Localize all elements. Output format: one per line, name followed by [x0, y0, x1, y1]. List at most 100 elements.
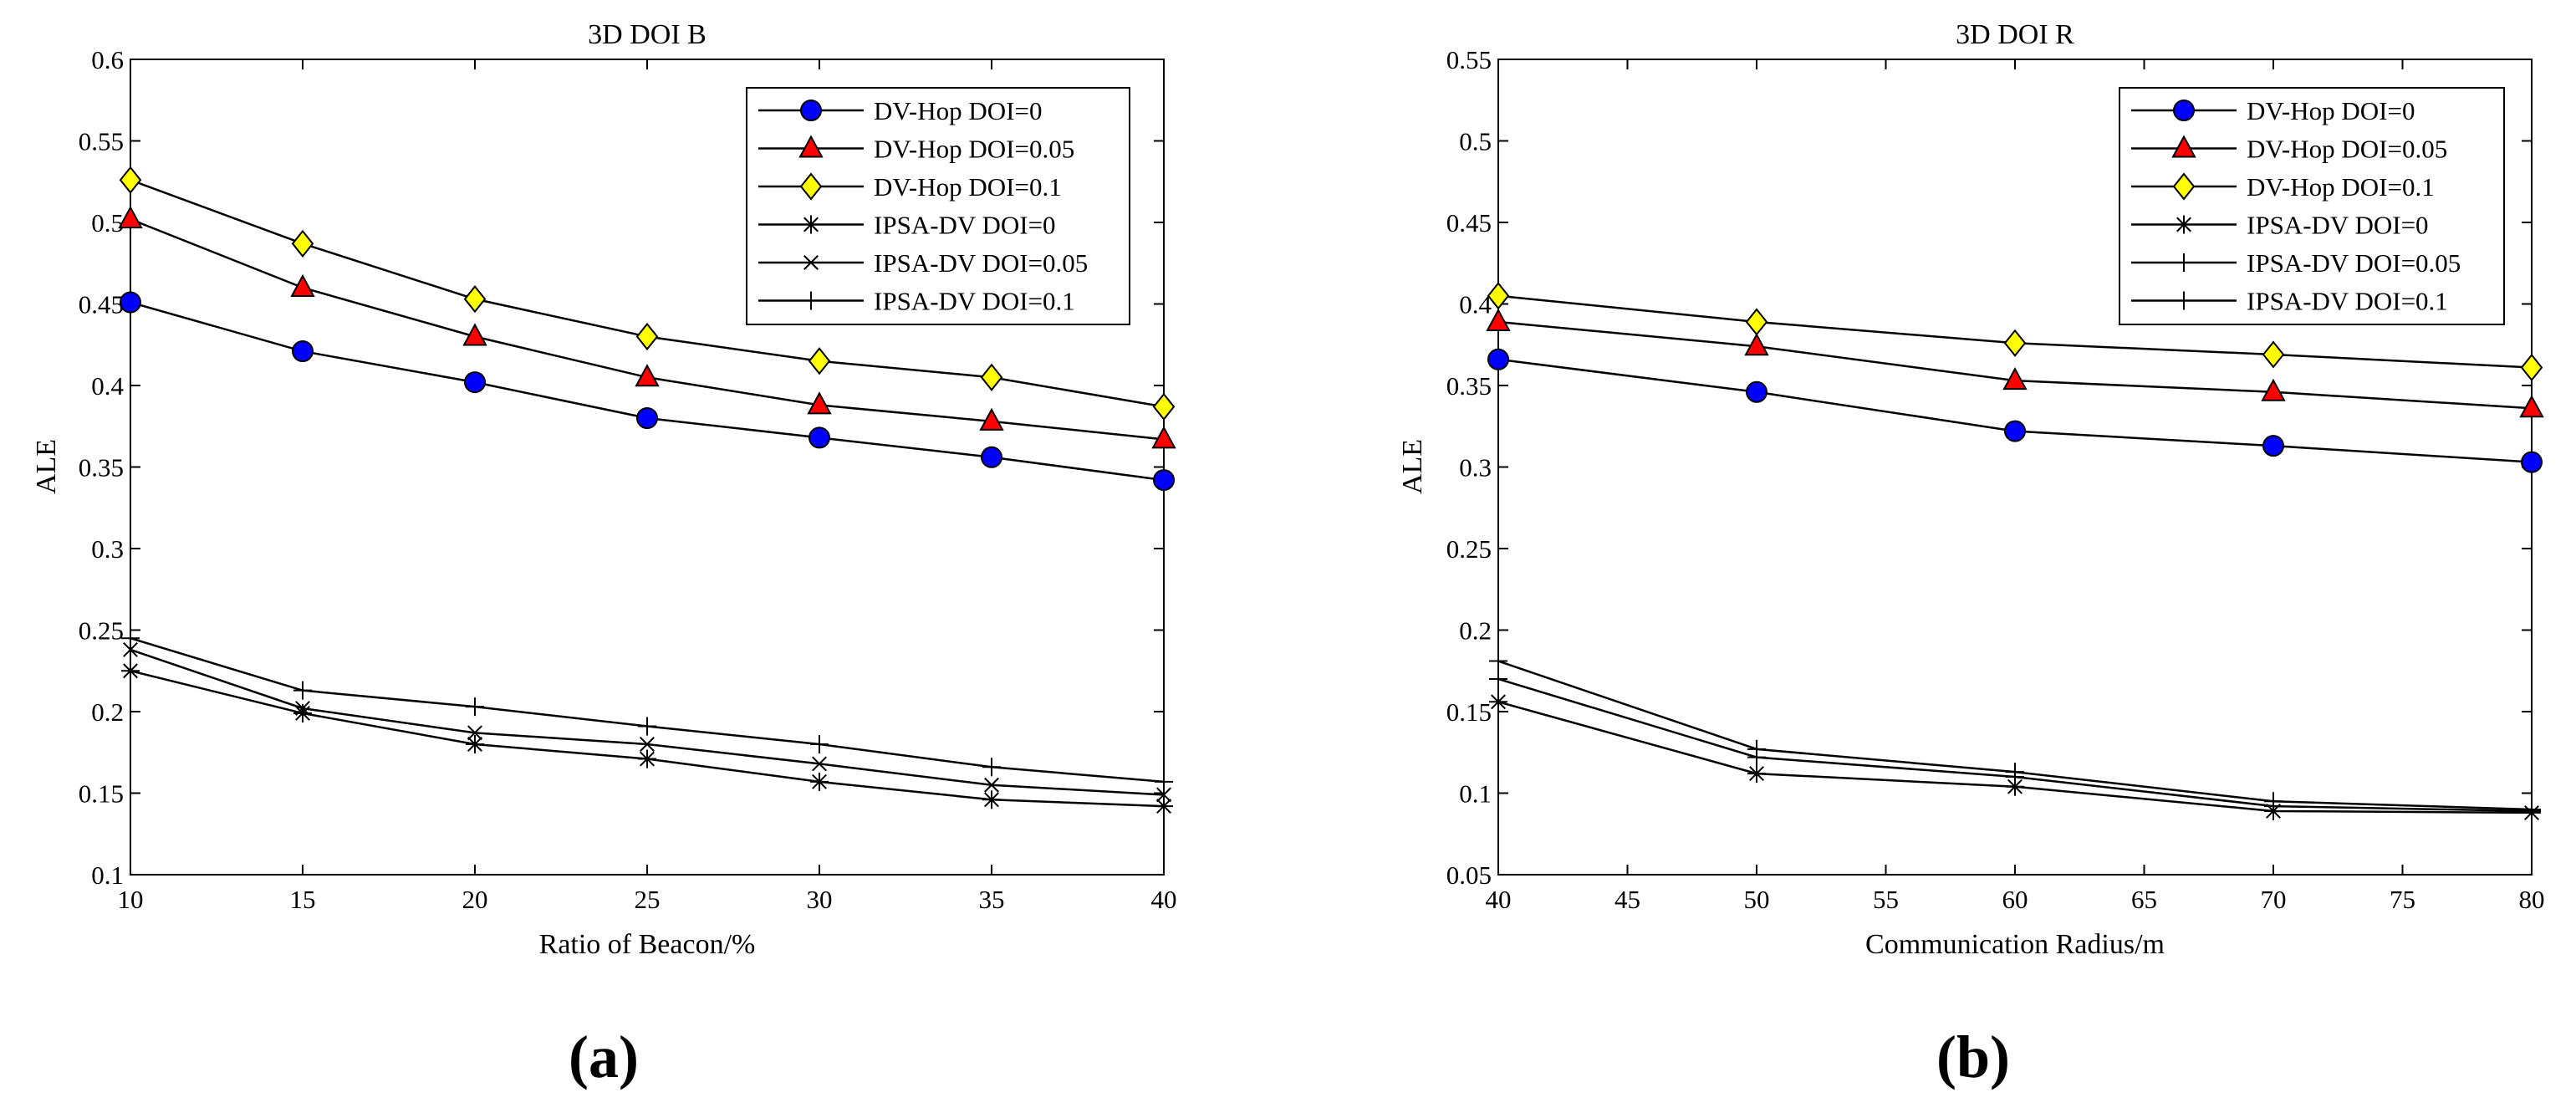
- y-tick-label: 0.35: [79, 453, 124, 482]
- y-tick-label: 0.4: [1459, 290, 1492, 319]
- x-tick-label: 40: [1486, 885, 1512, 914]
- data-point-s6: [2006, 763, 2024, 782]
- data-point-s1: [464, 371, 486, 394]
- x-tick-label: 25: [635, 885, 661, 914]
- data-point-s1: [1746, 380, 1767, 403]
- series-line-4: [1498, 701, 2532, 814]
- legend-label: IPSA-DV DOI=0.05: [874, 248, 1088, 278]
- y-axis-label: ALE: [31, 439, 62, 494]
- y-tick-label: 0.1: [91, 860, 124, 890]
- chart-title: 3D DOI B: [588, 19, 706, 50]
- x-axis-label: Ratio of Beacon/%: [539, 929, 756, 960]
- x-tick-label: 80: [2519, 885, 2545, 914]
- data-point-s6: [982, 758, 1001, 777]
- data-point-s3: [1745, 308, 1768, 336]
- data-point-s4: [810, 772, 829, 791]
- data-point-s4: [293, 703, 312, 722]
- legend-marker: [800, 100, 822, 121]
- panel-caption-a: (a): [569, 1024, 639, 1090]
- x-axis-label: Communication Radius/m: [1865, 929, 2165, 960]
- x-tick-label: 20: [462, 885, 488, 914]
- data-point-s3: [2262, 340, 2285, 369]
- y-tick-label: 0.4: [91, 371, 124, 401]
- legend-label: IPSA-DV DOI=0.1: [874, 287, 1075, 316]
- chart-panel-a: 3D DOI B 10 15 20 25 30 35 40 0.1 0.15 0.2 0.25 0.3…: [31, 19, 1177, 1090]
- data-point-s5: [640, 737, 655, 752]
- data-point-s3: [1487, 282, 1510, 310]
- data-point-s4: [121, 661, 140, 681]
- data-point-s6: [2522, 800, 2541, 819]
- data-point-s1: [1487, 348, 1509, 370]
- legend-entry: IPSA-DV DOI=0.05: [2131, 248, 2461, 278]
- legend-marker: [802, 291, 820, 310]
- data-point-s2: [979, 407, 1004, 431]
- y-tick-label: 0.25: [79, 616, 124, 646]
- data-point-s1: [2262, 435, 2284, 457]
- data-point-s5: [123, 641, 138, 657]
- x-tick-label: 45: [1614, 885, 1640, 914]
- data-point-s3: [808, 347, 831, 375]
- legend-box: [746, 87, 1130, 325]
- legend-marker: [2175, 215, 2193, 234]
- legend-label: IPSA-DV DOI=0: [2247, 211, 2429, 240]
- data-point-s6: [810, 735, 829, 753]
- data-point-s3: [119, 166, 142, 194]
- data-point-s4: [638, 749, 656, 768]
- x-tick-label: 75: [2390, 885, 2415, 914]
- x-tick-label: 65: [2131, 885, 2157, 914]
- x-tick-label: 70: [2261, 885, 2287, 914]
- legend-label: DV-Hop DOI=0: [874, 96, 1042, 125]
- y-tick-label: 0.2: [1459, 616, 1492, 646]
- legend-entry: IPSA-DV DOI=0: [758, 211, 1056, 240]
- y-tick-label: 0.6: [91, 45, 124, 74]
- legend-marker: [799, 172, 823, 201]
- data-point-s6: [1155, 772, 1173, 791]
- y-tick-label: 0.45: [1446, 208, 1492, 237]
- legend-marker: [798, 135, 824, 158]
- legend-box: [2119, 87, 2505, 325]
- x-tick-label: 15: [290, 885, 316, 914]
- x-tick-label: 50: [1744, 885, 1770, 914]
- legend-label: DV-Hop DOI=0: [2247, 96, 2415, 125]
- legend-label: DV-Hop DOI=0.1: [874, 172, 1062, 202]
- data-point-s4: [1155, 797, 1173, 816]
- data-point-s3: [980, 363, 1003, 391]
- axis-ticks: 40 45 50 55 60 65 70 75 80 0.05 0.1 0.15 0.2 0.25 0.3 0…: [1446, 45, 2545, 914]
- data-point-s5: [1489, 670, 1507, 688]
- legend-label: DV-Hop DOI=0.1: [2247, 172, 2435, 202]
- legend-marker: [2175, 253, 2193, 272]
- data-point-s1: [292, 340, 314, 363]
- data-point-s3: [2520, 353, 2543, 382]
- data-point-s1: [2521, 451, 2543, 473]
- legend-entry: DV-Hop DOI=0.05: [2131, 135, 2447, 164]
- y-tick-label: 0.5: [1459, 127, 1492, 156]
- legend-marker: [803, 255, 819, 270]
- legend-entry: DV-Hop DOI=0.05: [758, 135, 1074, 164]
- x-tick-label: 55: [1873, 885, 1899, 914]
- legend-label: DV-Hop DOI=0.05: [2247, 135, 2447, 164]
- data-point-s6: [638, 717, 656, 736]
- y-tick-label: 0.05: [1446, 860, 1492, 890]
- legend-entry: IPSA-DV DOI=0.1: [2131, 287, 2448, 316]
- legend-label: IPSA-DV DOI=0.05: [2247, 248, 2461, 278]
- legend-entry: DV-Hop DOI=0.1: [2131, 172, 2435, 202]
- legend-marker: [2175, 291, 2193, 310]
- legend-label: IPSA-DV DOI=0.1: [2247, 287, 2448, 316]
- data-point-s6: [1747, 739, 1766, 758]
- data-point-s5: [295, 701, 310, 717]
- y-tick-label: 0.3: [91, 534, 124, 564]
- data-point-s6: [2264, 792, 2283, 811]
- data-point-s3: [2003, 329, 2027, 357]
- y-tick-label: 0.15: [79, 779, 124, 809]
- data-point-s2: [2519, 395, 2544, 418]
- data-point-s6: [121, 629, 140, 648]
- data-point-s4: [1489, 692, 1507, 712]
- legend-entry: DV-Hop DOI=0: [2131, 96, 2415, 125]
- legend-label: IPSA-DV DOI=0: [874, 211, 1056, 240]
- data-point-s6: [466, 697, 484, 717]
- data-point-s5: [984, 777, 999, 793]
- data-point-s5: [812, 756, 827, 772]
- data-point-s1: [1153, 469, 1175, 492]
- data-point-s4: [466, 735, 484, 753]
